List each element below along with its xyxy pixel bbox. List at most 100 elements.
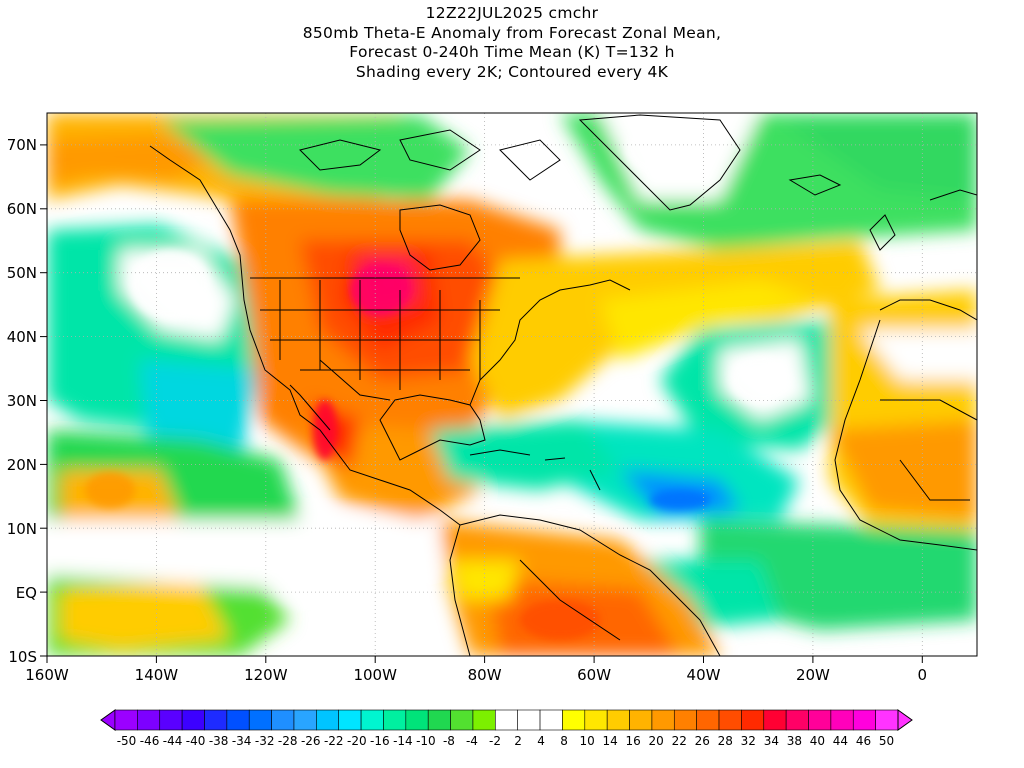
- colorbar-cell: [629, 709, 653, 731]
- colorbar-cell: [539, 709, 563, 731]
- colorbar-cell: [181, 709, 205, 731]
- colorbar-cell: [450, 709, 474, 731]
- title-line-4: Shading every 2K; Contoured every 4K: [355, 62, 669, 81]
- colorbar-label: -34: [232, 734, 252, 748]
- colorbar-left-arrow: [100, 709, 116, 731]
- title-line-2: 850mb Theta-E Anomaly from Forecast Zona…: [302, 23, 722, 42]
- colorbar-label: -28: [278, 734, 298, 748]
- colorbar-cell: [785, 709, 809, 731]
- colorbar-cell: [405, 709, 429, 731]
- y-tick-label: 30N: [7, 392, 37, 410]
- colorbar-cell: [360, 709, 384, 731]
- colorbar-cell: [741, 709, 765, 731]
- colorbar-cell: [852, 709, 876, 731]
- colorbar-cell: [517, 709, 541, 731]
- colorbar-cell: [226, 709, 250, 731]
- graticule: [47, 113, 977, 656]
- colorbar-label: 2: [514, 734, 522, 748]
- x-tick-label: 40W: [687, 666, 721, 684]
- colorbar-label: -10: [416, 734, 436, 748]
- colorbar-cells: [100, 709, 913, 731]
- colorbar-label: 44: [833, 734, 848, 748]
- colorbar-label: 10: [579, 734, 594, 748]
- anomaly-shading: [47, 113, 977, 656]
- colorbar-label: 28: [718, 734, 733, 748]
- colorbar-label: -32: [255, 734, 275, 748]
- colorbar-label: -46: [140, 734, 160, 748]
- x-tick-label: 120W: [244, 666, 288, 684]
- colorbar-label: -22: [324, 734, 344, 748]
- colorbar-label: -4: [466, 734, 478, 748]
- colorbar-label: -26: [301, 734, 321, 748]
- colorbar-cell: [495, 709, 518, 731]
- colorbar-cell: [427, 709, 451, 731]
- colorbar-cell: [562, 709, 586, 731]
- colorbar-cell: [673, 709, 697, 731]
- x-tick-label: 60W: [577, 666, 611, 684]
- colorbar-label: 38: [787, 734, 802, 748]
- chart-title: 12Z22JUL2025 cmchr 850mb Theta-E Anomaly…: [0, 4, 1024, 82]
- colorbar-label: 14: [602, 734, 617, 748]
- colorbar-cell: [271, 709, 295, 731]
- colorbar-cell: [875, 709, 899, 731]
- colorbar-cell: [472, 709, 496, 731]
- colorbar-cell: [696, 709, 720, 731]
- colorbar-label: -38: [209, 734, 229, 748]
- colorbar-cell: [114, 709, 138, 731]
- axis-ticks: [40, 144, 923, 663]
- colorbar-cell: [137, 709, 161, 731]
- x-tick-label: 0: [918, 666, 928, 684]
- colorbar-label: 16: [626, 734, 641, 748]
- colorbar-cell: [808, 709, 832, 731]
- x-tick-label: 140W: [135, 666, 179, 684]
- colorbar-labels: -50 -46 -44 -40 -38 -34 -32 -28 -26 -22 -20 -16 -14-…: [117, 734, 894, 748]
- colorbar-label: 26: [695, 734, 710, 748]
- colorbar-cell: [830, 709, 854, 731]
- y-tick-label: EQ: [16, 584, 37, 602]
- x-tick-label: 80W: [468, 666, 502, 684]
- colorbar-cell: [316, 709, 340, 731]
- colorbar-label: 50: [879, 734, 894, 748]
- title-line-3: Forecast 0-240h Time Mean (K) T=132 h: [349, 43, 675, 61]
- coastlines: [149, 114, 977, 656]
- colorbar-cell: [584, 709, 608, 731]
- colorbar-right-arrow: [897, 709, 913, 731]
- colorbar-label: 20: [649, 734, 664, 748]
- colorbar-label: 40: [810, 734, 825, 748]
- x-tick-label: 160W: [25, 666, 69, 684]
- colorbar-cell: [763, 709, 787, 731]
- colorbar-label: -44: [163, 734, 183, 748]
- colorbar-cell: [159, 709, 183, 731]
- y-tick-label: 40N: [7, 328, 37, 346]
- colorbar-label: -16: [370, 734, 390, 748]
- colorbar-cell: [606, 709, 630, 731]
- y-tick-label: 50N: [7, 264, 37, 282]
- map-border: [46, 112, 978, 657]
- y-tick-label: 70N: [7, 136, 37, 154]
- y-tick-label: 10N: [7, 520, 37, 538]
- colorbar-cell: [248, 709, 272, 731]
- colorbar-cell: [651, 709, 675, 731]
- y-tick-label: 10S: [8, 648, 37, 666]
- colorbar-label: 34: [764, 734, 779, 748]
- x-tick-label: 20W: [796, 666, 830, 684]
- colorbar-label: 46: [856, 734, 871, 748]
- colorbar-cell: [718, 709, 742, 731]
- x-tick-label: 100W: [353, 666, 397, 684]
- colorbar-label: -20: [347, 734, 367, 748]
- colorbar-label: 4: [537, 734, 545, 748]
- colorbar-label: -2: [489, 734, 501, 748]
- colorbar-label: -14: [393, 734, 413, 748]
- colorbar-label: -8: [443, 734, 455, 748]
- colorbar-label: -40: [186, 734, 206, 748]
- colorbar-cell: [293, 709, 317, 731]
- colorbar-cell: [383, 709, 407, 731]
- y-tick-label: 20N: [7, 456, 37, 474]
- colorbar-cell: [338, 709, 362, 731]
- colorbar-cell: [204, 709, 228, 731]
- y-tick-label: 60N: [7, 200, 37, 218]
- colorbar-label: 22: [672, 734, 687, 748]
- colorbar-label: 8: [560, 734, 568, 748]
